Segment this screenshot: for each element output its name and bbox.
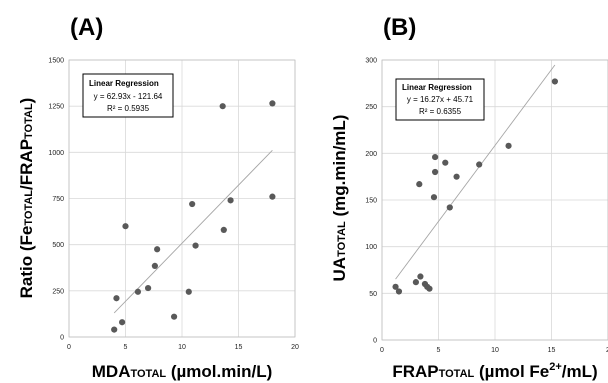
data-point bbox=[430, 194, 438, 201]
plot-frame-a bbox=[68, 59, 296, 338]
y-tick-label: 50 bbox=[369, 291, 377, 298]
y-tick-label: 500 bbox=[52, 242, 64, 249]
x-tick-label: 10 bbox=[491, 347, 499, 354]
y-axis-title-b: UATOTAL (mg.min/mL) bbox=[330, 115, 349, 282]
data-point bbox=[446, 204, 453, 211]
data-point bbox=[417, 273, 424, 280]
y-tick-label: 0 bbox=[373, 338, 377, 345]
data-point bbox=[185, 288, 192, 295]
y-tick-label: 250 bbox=[52, 288, 64, 295]
panel-label-b: (B) bbox=[383, 14, 416, 41]
regression-box-a: Linear Regression y = 62.93x - 121.64 R²… bbox=[82, 73, 174, 118]
data-point bbox=[505, 142, 512, 149]
points-a bbox=[111, 100, 276, 333]
data-point bbox=[416, 181, 423, 188]
trendline-b bbox=[395, 64, 556, 280]
x-tick-label: 10 bbox=[178, 344, 186, 351]
data-point bbox=[151, 262, 158, 270]
data-point bbox=[412, 279, 419, 286]
regression-r2-b: R² = 0.6355 bbox=[419, 107, 462, 116]
panel-label-a: (A) bbox=[70, 14, 103, 41]
data-point bbox=[551, 78, 558, 85]
y-tick-label: 1000 bbox=[48, 150, 64, 157]
data-point bbox=[395, 288, 403, 295]
y-tick-label: 1250 bbox=[48, 104, 64, 111]
data-point bbox=[145, 284, 152, 292]
data-point bbox=[476, 161, 483, 168]
x-tick-label: 5 bbox=[437, 347, 441, 354]
x-tick-label: 15 bbox=[235, 344, 243, 351]
chart-panel-a: (A) 0 5 10 15 20 0 250 500 750 1000 1250 1500 Line… bbox=[17, 14, 299, 381]
y-tick-label: 750 bbox=[52, 196, 64, 203]
regression-equation-b: y = 16.27x + 45.71 bbox=[407, 95, 474, 104]
data-point bbox=[442, 159, 449, 166]
regression-box-b: Linear Regression y = 16.27x + 45.71 R² … bbox=[395, 78, 485, 121]
data-point bbox=[134, 288, 142, 295]
data-point bbox=[219, 103, 226, 110]
data-point bbox=[269, 100, 276, 107]
x-tick-label: 2 bbox=[606, 347, 608, 354]
data-point bbox=[192, 242, 199, 249]
x-tick-label: 15 bbox=[548, 347, 556, 354]
y-ticks-b: 0 50 100 150 200 250 300 bbox=[365, 58, 377, 345]
regression-title-b: Linear Regression bbox=[402, 83, 472, 92]
trendline-a bbox=[113, 149, 273, 314]
plot-frame-b bbox=[381, 59, 608, 341]
data-point bbox=[269, 193, 276, 200]
data-point bbox=[453, 173, 460, 180]
data-point bbox=[154, 246, 161, 253]
y-ticks-a: 0 250 500 750 1000 1250 1500 bbox=[48, 58, 64, 342]
y-tick-label: 1500 bbox=[48, 58, 64, 65]
data-point bbox=[189, 200, 196, 208]
regression-title-a: Linear Regression bbox=[89, 79, 159, 88]
data-point bbox=[119, 319, 126, 326]
y-tick-label: 300 bbox=[365, 58, 377, 65]
data-point bbox=[220, 226, 227, 233]
y-tick-label: 150 bbox=[365, 198, 377, 205]
y-tick-label: 0 bbox=[60, 335, 64, 342]
x-axis-title-a: MDATOTAL (µmol.min/L) bbox=[92, 362, 273, 381]
x-ticks-a: 0 5 10 15 20 bbox=[67, 344, 299, 351]
y-tick-label: 250 bbox=[365, 104, 377, 111]
x-tick-label: 20 bbox=[291, 344, 299, 351]
data-point bbox=[113, 295, 120, 302]
x-tick-label: 5 bbox=[124, 344, 128, 351]
data-point bbox=[170, 313, 178, 320]
data-point bbox=[122, 223, 129, 230]
x-ticks-b: 0 5 10 15 2 bbox=[380, 347, 608, 354]
data-point bbox=[111, 326, 118, 333]
data-point bbox=[432, 168, 439, 176]
data-point bbox=[432, 153, 439, 161]
data-point bbox=[426, 285, 433, 292]
regression-equation-a: y = 62.93x - 121.64 bbox=[94, 92, 163, 101]
points-b bbox=[392, 78, 558, 295]
regression-r2-a: R² = 0.5935 bbox=[107, 104, 150, 113]
y-tick-label: 200 bbox=[365, 151, 377, 158]
data-point bbox=[227, 197, 234, 204]
y-tick-label: 100 bbox=[365, 244, 377, 251]
x-tick-label: 0 bbox=[380, 347, 384, 354]
data-point bbox=[392, 283, 399, 290]
x-axis-title-b: FRAPTOTAL (µmol Fe2+/mL) bbox=[392, 361, 597, 381]
y-axis-title-a: Ratio (FeTOTAL/FRAPTOTAL) bbox=[17, 98, 36, 299]
x-tick-label: 0 bbox=[67, 344, 71, 351]
